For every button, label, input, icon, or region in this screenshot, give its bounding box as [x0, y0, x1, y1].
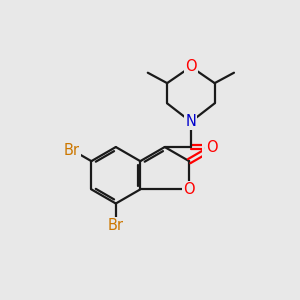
Text: O: O	[203, 142, 215, 157]
Text: Br: Br	[108, 218, 124, 233]
Text: O: O	[185, 59, 197, 74]
Text: Br: Br	[64, 142, 80, 158]
Text: O: O	[206, 140, 218, 154]
Text: O: O	[183, 182, 195, 197]
Text: N: N	[185, 114, 196, 129]
